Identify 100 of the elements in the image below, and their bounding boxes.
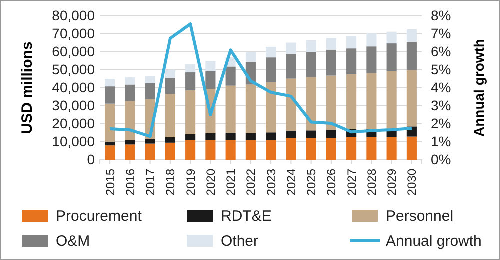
- bar: [125, 84, 136, 102]
- bar: [346, 137, 357, 160]
- bar: [246, 140, 256, 160]
- y-tick-label: 80,000: [52, 7, 96, 24]
- bar: [326, 38, 336, 50]
- bar: [286, 131, 296, 138]
- bar: [226, 66, 236, 86]
- bar: [286, 78, 296, 132]
- bar: [306, 138, 316, 160]
- bar: [326, 76, 336, 130]
- bar: [186, 64, 196, 73]
- y2-tick-label: 6%: [431, 43, 452, 60]
- legend-label: Procurement: [56, 208, 143, 225]
- bar: [386, 137, 397, 160]
- y2-tick-label: 4%: [431, 79, 452, 96]
- x-tick-label: 2025: [304, 168, 319, 196]
- bar: [386, 32, 397, 44]
- x-tick-label: 2027: [344, 168, 359, 196]
- y-axis-title: USD millions: [19, 42, 36, 134]
- bar: [186, 90, 196, 134]
- x-tick-label: 2029: [385, 168, 400, 196]
- bar: [246, 52, 256, 62]
- y2-tick-label: 2%: [431, 115, 452, 132]
- x-tick-label: 2023: [264, 168, 278, 196]
- bar: [226, 133, 236, 140]
- legend-label: O&M: [56, 233, 90, 250]
- bar: [326, 50, 336, 76]
- x-tick-label: 2018: [164, 168, 178, 196]
- bar: [406, 136, 417, 160]
- x-tick-label: 2028: [364, 168, 379, 196]
- bar: [266, 46, 276, 58]
- bar: [246, 133, 256, 140]
- bar: [346, 48, 357, 74]
- y-tick-label: 30,000: [52, 97, 96, 114]
- x-tick-label: 2026: [324, 168, 339, 196]
- bar: [186, 134, 196, 140]
- legend-label: Annual growth: [386, 233, 482, 250]
- x-tick-label: 2021: [224, 168, 238, 196]
- bar: [206, 61, 216, 72]
- bar: [226, 86, 236, 133]
- x-tick-label: 2017: [144, 168, 158, 196]
- x-tick-label: 2024: [284, 168, 298, 196]
- bar: [366, 34, 377, 47]
- line-series: [108, 22, 414, 138]
- bar: [226, 140, 236, 160]
- bar: [165, 70, 176, 78]
- y-tick-label: 50,000: [52, 61, 96, 78]
- bar: [346, 36, 357, 49]
- y2-tick-label: 1%: [431, 133, 452, 150]
- bar: [286, 42, 296, 54]
- y-tick-label: 40,000: [52, 79, 96, 96]
- x-tick-label: 2030: [405, 168, 420, 196]
- x-tick-label: 2019: [184, 168, 198, 196]
- bar: [306, 40, 316, 52]
- bar: [125, 140, 136, 145]
- bar: [105, 86, 116, 104]
- y-tick-label: 10,000: [52, 133, 96, 150]
- y2-tick-label: 5%: [431, 61, 452, 78]
- bar: [206, 140, 216, 160]
- bar: [266, 132, 276, 140]
- y2-tick-label: 3%: [431, 97, 452, 114]
- bar: [246, 84, 256, 134]
- bar: [145, 144, 156, 160]
- bar: [406, 70, 417, 127]
- bar: [165, 138, 176, 143]
- y-tick-label: 70,000: [52, 25, 96, 42]
- bar: [266, 140, 276, 160]
- bar: [186, 140, 196, 160]
- bar: [266, 82, 276, 133]
- bar: [366, 46, 377, 74]
- x-tick-label: 2022: [244, 168, 258, 196]
- bar: [266, 58, 276, 82]
- bar: [206, 133, 216, 140]
- bar: [386, 71, 397, 130]
- bar: [165, 94, 176, 138]
- bar: [306, 130, 316, 138]
- bar: [366, 137, 377, 160]
- bar: [105, 104, 116, 142]
- y2-tick-label: 8%: [431, 7, 452, 24]
- bar: [145, 76, 156, 84]
- bar: [346, 74, 357, 130]
- y2-tick-label: 0%: [431, 151, 452, 168]
- x-tick-label: 2020: [204, 168, 218, 196]
- y2-tick-label: 7%: [431, 25, 452, 42]
- x-tick-label: 2016: [123, 168, 138, 196]
- y-tick-label: 0: [87, 151, 96, 168]
- bar: [286, 138, 296, 160]
- bar: [186, 72, 196, 91]
- bar: [306, 52, 316, 78]
- bar: [286, 54, 296, 79]
- y-tick-label: 20,000: [52, 115, 96, 132]
- x-tick-label: 2015: [103, 168, 118, 196]
- bar: [165, 78, 176, 94]
- bar: [386, 44, 397, 72]
- legend-label: RDT&E: [221, 208, 272, 225]
- bar: [326, 130, 336, 138]
- bar: [105, 146, 116, 160]
- y-tick-label: 60,000: [52, 43, 96, 60]
- legend-label: Other: [221, 233, 259, 250]
- bar: [326, 138, 336, 160]
